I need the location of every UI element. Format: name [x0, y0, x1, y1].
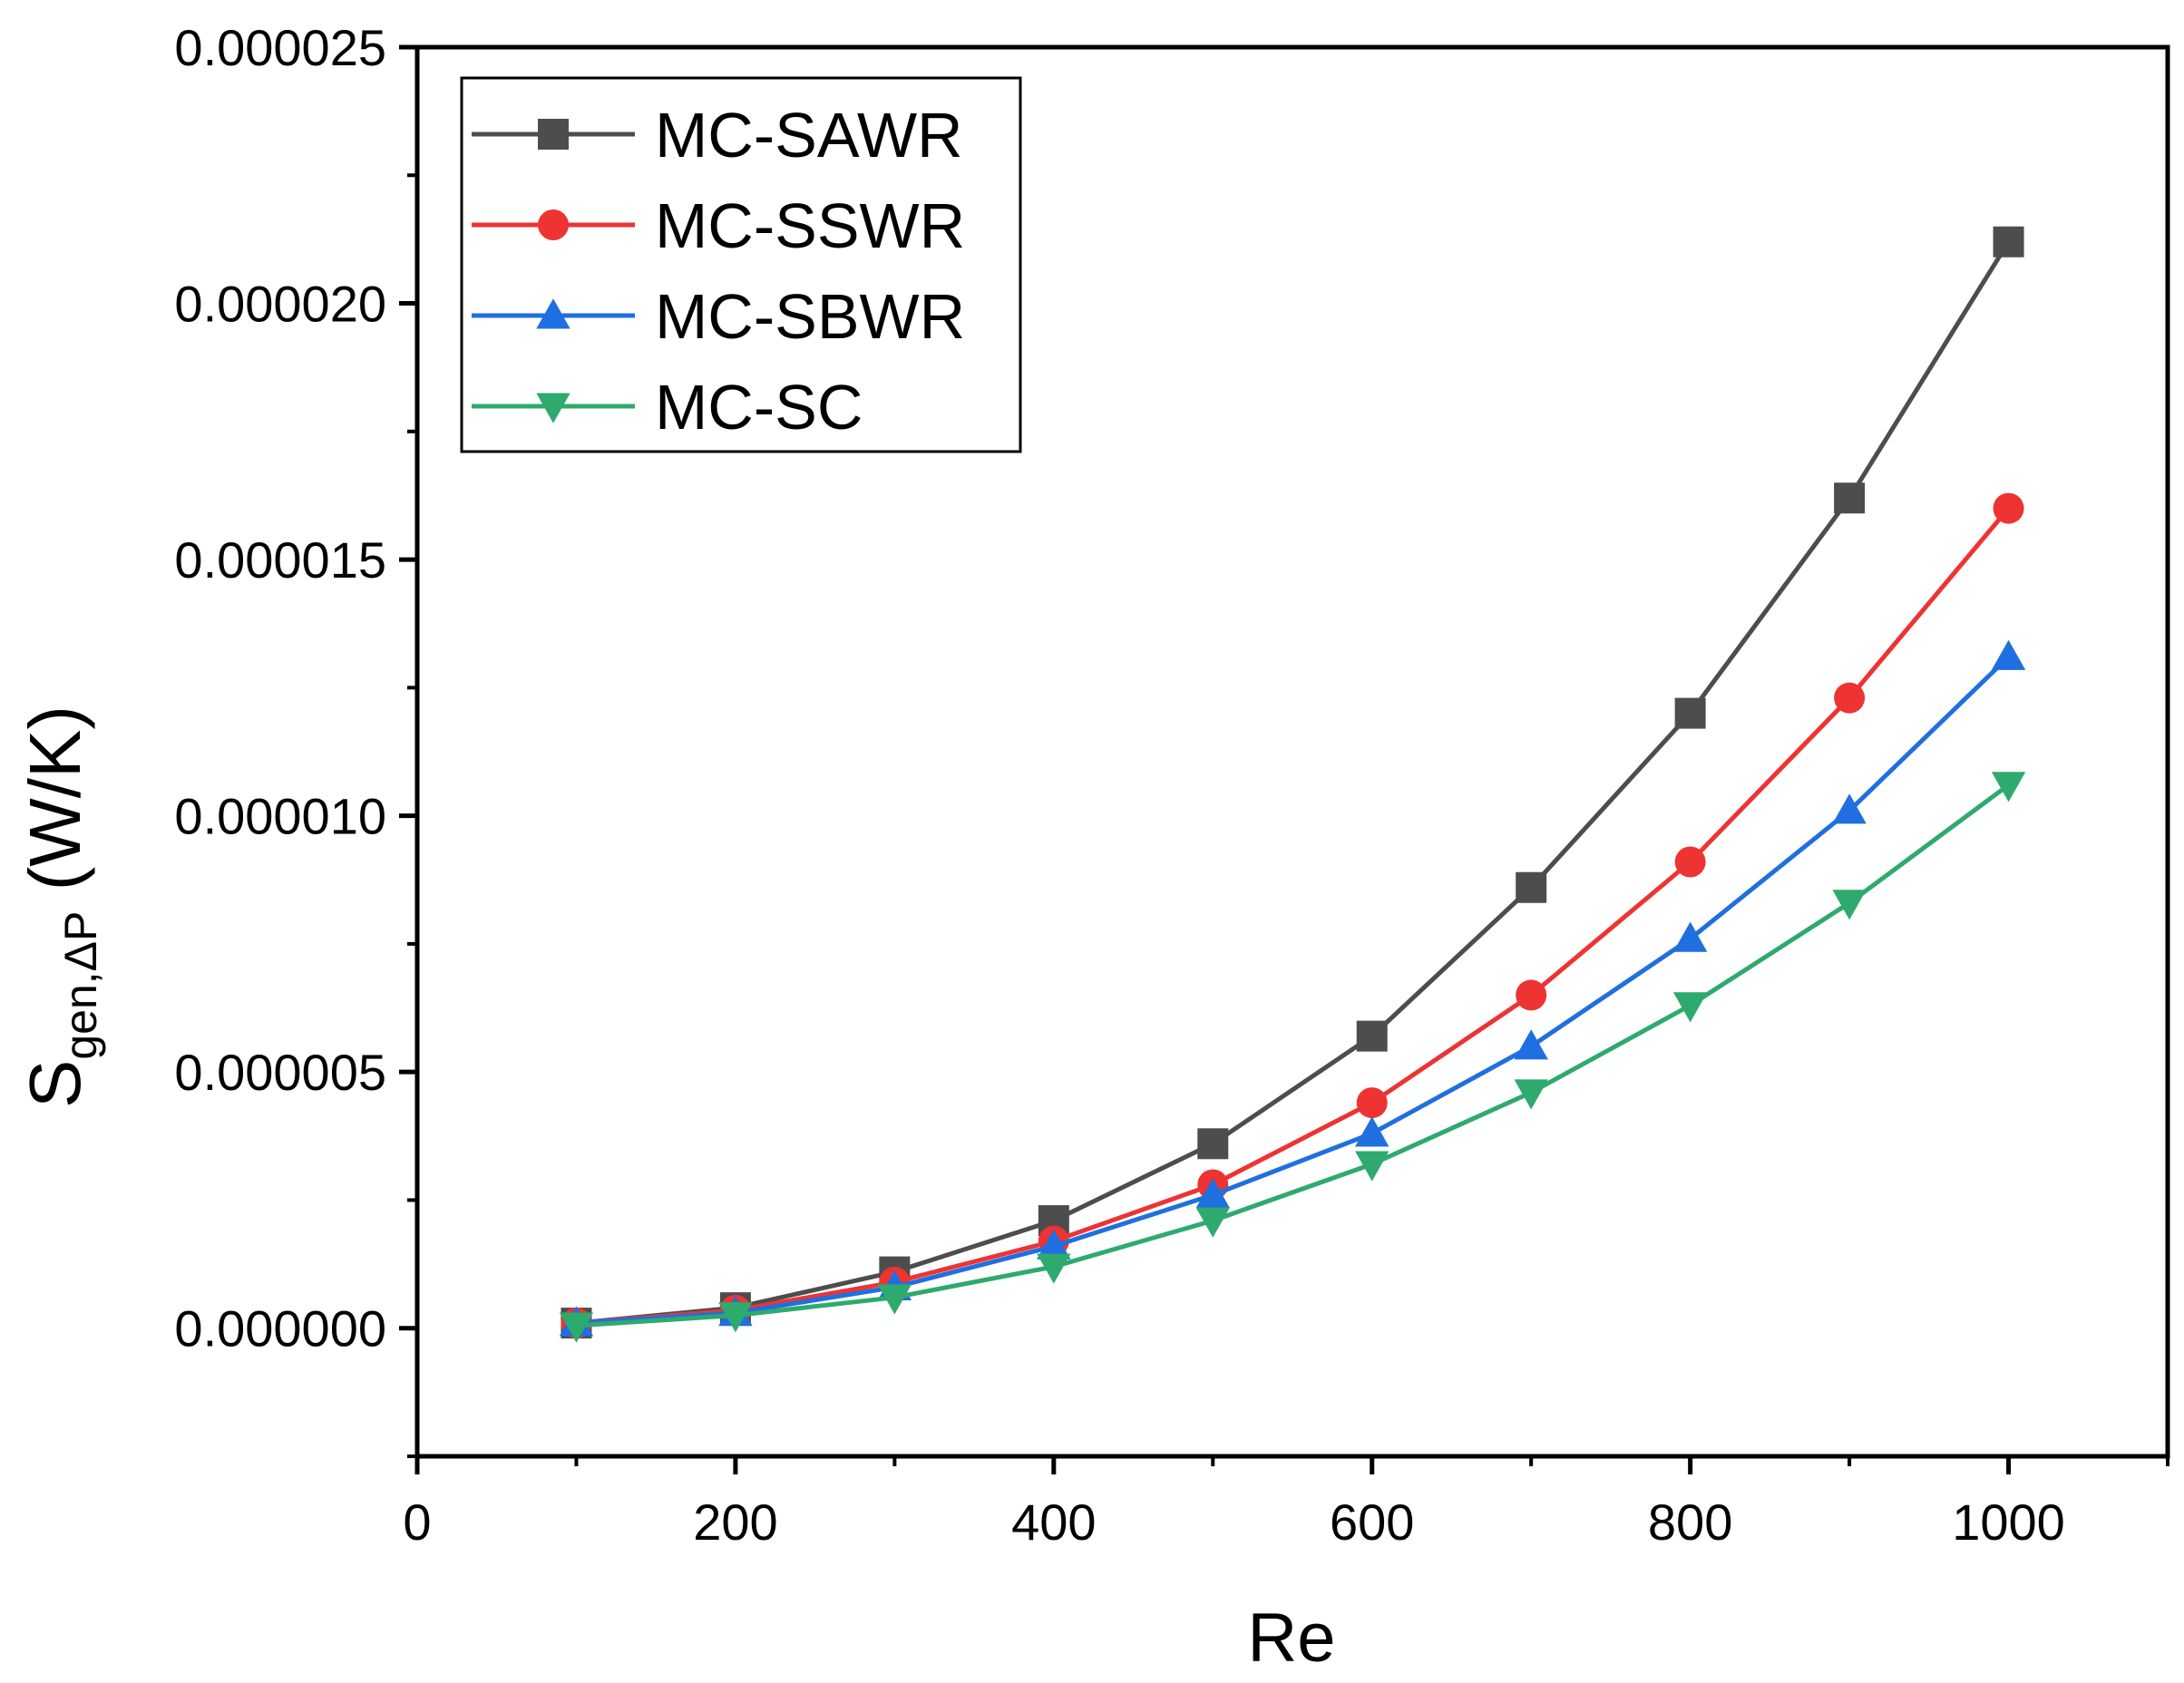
series-line — [576, 506, 2011, 1326]
series-line — [576, 655, 2011, 1326]
series-layer — [559, 226, 2026, 1343]
legend-marker — [536, 393, 570, 423]
legend-item: MC-SBWR — [472, 281, 965, 352]
x-tick-label: 600 — [1330, 1493, 1414, 1551]
data-point — [877, 1284, 912, 1315]
x-tick-label: 1000 — [1952, 1493, 2065, 1551]
x-tick-label: 200 — [693, 1493, 777, 1551]
legend-label: MC-SAWR — [655, 100, 963, 170]
y-tick-label: 0.000015 — [174, 531, 386, 589]
data-point — [1832, 793, 1867, 824]
data-point — [718, 1302, 753, 1333]
legend-item: MC-SSWR — [472, 190, 965, 261]
data-point — [1356, 1087, 1388, 1119]
data-point — [1355, 1116, 1389, 1147]
y-axis-title: Sgen,ΔP (W/K) — [15, 705, 106, 1108]
data-point — [1834, 682, 1866, 714]
legend-marker — [538, 209, 569, 240]
data-point — [1356, 1020, 1388, 1052]
data-point — [1993, 492, 2024, 524]
data-point — [1674, 846, 1706, 878]
data-point — [1674, 697, 1706, 729]
data-point — [1516, 979, 1547, 1011]
legend: MC-SAWR MC-SSWR MC-SBWR MC-SC — [460, 76, 1022, 453]
series-mc-sbwr — [559, 639, 2026, 1337]
x-tick-label: 0 — [403, 1493, 431, 1551]
y-axis-title-main: S — [15, 1060, 95, 1108]
legend-label: MC-SC — [655, 372, 863, 443]
data-point — [1832, 890, 1867, 920]
legend-label: MC-SSWR — [655, 190, 965, 261]
y-tick-label: 0.000005 — [174, 1044, 386, 1101]
data-point — [1514, 1029, 1548, 1060]
legend-item: MC-SC — [472, 372, 863, 443]
y-tick-label: 0.000020 — [174, 276, 386, 333]
data-point — [1993, 226, 2024, 258]
data-point — [1672, 992, 1708, 1023]
x-tick-label: 800 — [1648, 1493, 1732, 1551]
x-tick-label: 400 — [1011, 1493, 1096, 1551]
data-point — [1991, 639, 2026, 670]
series-mc-sc — [559, 772, 2026, 1343]
data-point — [1834, 482, 1866, 514]
legend-marker — [536, 298, 570, 329]
y-tick-label: 0.000000 — [174, 1300, 386, 1357]
data-point — [1195, 1178, 1230, 1209]
legend-item: MC-SAWR — [472, 100, 963, 170]
data-point — [1991, 772, 2026, 803]
legend-marker — [538, 119, 569, 150]
y-axis-title-subscript: gen,ΔP — [55, 911, 106, 1060]
series-line — [576, 240, 2011, 1326]
series-line — [576, 783, 2010, 1328]
data-point — [1514, 1079, 1548, 1110]
legend-label: MC-SBWR — [655, 281, 965, 352]
data-point — [1037, 1253, 1071, 1284]
data-point — [1195, 1207, 1230, 1238]
data-point — [1516, 871, 1547, 903]
y-axis-title-unit: (W/K) — [15, 705, 95, 911]
data-point — [1197, 1128, 1229, 1160]
data-point — [559, 1312, 594, 1343]
axes-layer: 0 200 400 600 800 1000 0.000000 0.000005 0.00001… — [174, 19, 2170, 1551]
x-axis-title: Re — [1247, 1600, 1335, 1677]
y-tick-label: 0.000010 — [174, 788, 386, 845]
data-point — [1037, 1229, 1071, 1260]
y-tick-label: 0.000025 — [174, 19, 386, 76]
data-point — [1672, 921, 1708, 952]
data-point — [1355, 1151, 1389, 1182]
plot-frame — [414, 44, 2170, 1459]
